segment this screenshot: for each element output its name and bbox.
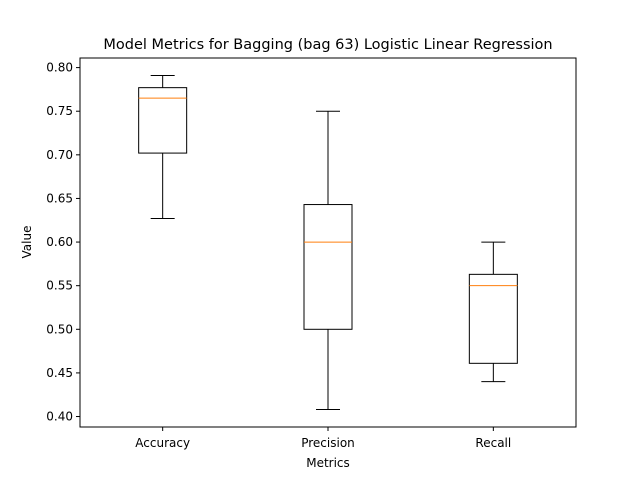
x-axis-label: Metrics	[306, 456, 350, 470]
chart-title: Model Metrics for Bagging (bag 63) Logis…	[103, 37, 552, 53]
y-tick-label: 0.75	[46, 104, 73, 118]
y-tick-label: 0.60	[46, 235, 73, 249]
box-recall	[468, 241, 518, 383]
box-precision	[303, 110, 353, 411]
y-tick-label: 0.40	[46, 410, 73, 424]
iqr-box	[468, 273, 518, 364]
y-axis-label: Value	[20, 226, 34, 259]
y-tick-label: 0.65	[46, 191, 73, 205]
box-accuracy	[138, 74, 188, 220]
iqr-box	[303, 204, 353, 330]
y-tick-label: 0.45	[46, 366, 73, 380]
y-tick-label: 0.55	[46, 279, 73, 293]
y-tick-label: 0.80	[46, 61, 73, 75]
x-tick-label: Accuracy	[135, 436, 190, 450]
plot-area: 0.40 0.45 0.50 0.55 0.60 0.65 0.70 0.75 0.80 Accu…	[46, 57, 577, 450]
x-tick-label: Precision	[301, 436, 355, 450]
iqr-box	[138, 87, 188, 154]
x-tick-label: Recall	[475, 436, 511, 450]
y-tick-label: 0.50	[46, 322, 73, 336]
y-tick-label: 0.70	[46, 148, 73, 162]
